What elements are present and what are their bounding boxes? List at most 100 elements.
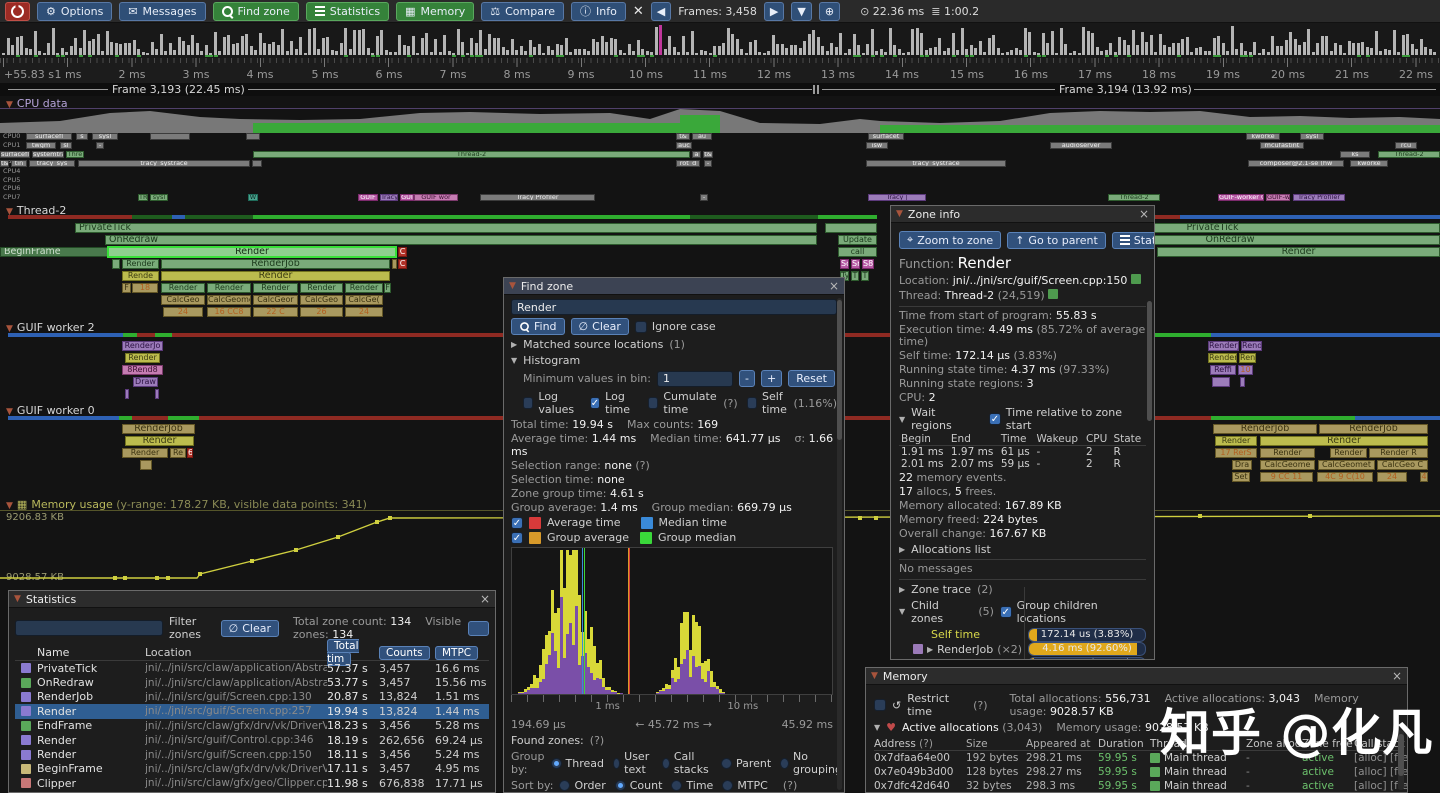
scrollbar-thumb[interactable]: [1147, 301, 1152, 421]
timeline-zone[interactable]: audioserver: [1050, 142, 1112, 149]
timeline-zone[interactable]: tin: [11, 160, 27, 167]
zone-time-histogram[interactable]: [511, 547, 833, 695]
timeline-zone[interactable]: 18: [132, 283, 158, 293]
timeline-zone[interactable]: a: [692, 151, 701, 158]
timeline-zone[interactable]: C: [398, 259, 407, 269]
timeline-zone[interactable]: Render: [1157, 247, 1440, 257]
timeline-zone[interactable]: CalcGeor: [253, 295, 298, 305]
timeline-zone[interactable]: 22 C: [253, 307, 298, 317]
timeline-zone[interactable]: Render: [108, 247, 396, 257]
timeline-zone[interactable]: 6: [187, 448, 193, 458]
sort-by-radio[interactable]: Count: [615, 779, 663, 792]
timeline-zone[interactable]: isw: [866, 142, 888, 149]
sort-by-radio[interactable]: Order: [559, 779, 605, 792]
timeline-zone[interactable]: rot_d: [676, 160, 700, 167]
timeline-zone[interactable]: Render: [1215, 436, 1257, 446]
timeline-zone[interactable]: sl: [60, 142, 72, 149]
col-location[interactable]: Location: [145, 646, 327, 659]
timeline-zone[interactable]: GUIF wor: [414, 194, 458, 201]
group-by-radio[interactable]: User text: [613, 750, 653, 776]
timeline-zone[interactable]: Render: [300, 283, 343, 293]
timeline-zone[interactable]: C: [398, 247, 407, 257]
filter-zones-input[interactable]: [15, 620, 163, 636]
timeline-zone[interactable]: GUIF: [358, 194, 378, 201]
timeline-zone[interactable]: [825, 223, 877, 233]
timeline-zone[interactable]: Draw: [133, 377, 158, 387]
zone-info-title-bar[interactable]: ▼ Zone info ×: [891, 206, 1154, 223]
timeline-zone[interactable]: RenderJob: [161, 259, 390, 269]
timeline-zone[interactable]: systemtra: [32, 151, 64, 158]
allocation-row[interactable]: 0x7e049b3d00 128 bytes 298.27 ms 59.95 s…: [874, 765, 1399, 779]
allocation-row[interactable]: 0x7dfc42d640 32 bytes 298.3 ms 59.95 s M…: [874, 779, 1399, 793]
timeline-zone[interactable]: Thre: [66, 151, 84, 158]
zone-trace-toggle[interactable]: ▶Zone trace(2): [899, 583, 1146, 596]
statistics-row[interactable]: PrivateTick jni/../jni/src/claw/applicat…: [15, 661, 489, 675]
timeline-zone[interactable]: Sc: [840, 259, 849, 269]
timeline-zone[interactable]: Tracy: [380, 194, 398, 201]
child-zone-row[interactable]: RecalcTransform 72.92 us (1.62%): [899, 657, 1146, 661]
restrict-time-checkbox[interactable]: [874, 699, 886, 711]
timeline-zone[interactable]: [140, 460, 152, 470]
go-to-parent-button[interactable]: ↑Go to parent: [1007, 232, 1106, 249]
clear-filter-button[interactable]: ∅Clear: [221, 620, 279, 637]
col-address[interactable]: Address (?): [874, 738, 966, 750]
timeline-zone[interactable]: 4C 9 C(10: [1317, 472, 1373, 482]
col-duration[interactable]: Duration: [1098, 738, 1150, 750]
timeline-zone[interactable]: 24: [1377, 472, 1407, 482]
extra-column-button[interactable]: [468, 621, 489, 636]
timeline-zone[interactable]: 10: [1238, 365, 1253, 375]
timeline-zone[interactable]: 4: [1420, 472, 1428, 482]
timeline-zone[interactable]: Render: [122, 448, 168, 458]
histogram-option-checkbox[interactable]: Cumulate time(?): [648, 390, 738, 416]
timeline-zone[interactable]: RenderJob: [122, 424, 195, 434]
timeline-zone[interactable]: T: [861, 271, 869, 281]
relative-time-checkbox[interactable]: Time relative to zone start: [989, 406, 1146, 432]
timeline-zone[interactable]: CalcGeomet: [1318, 460, 1375, 470]
group-by-radio[interactable]: Thread: [551, 750, 604, 776]
timeline-zone[interactable]: 24: [345, 307, 383, 317]
statistics-row[interactable]: Clipper jni/../jni/src/claw/gfx/geo/Clip…: [15, 776, 489, 790]
statistics-row[interactable]: RenderJob jni/../jni/src/guif/Screen.cpp…: [15, 690, 489, 704]
timeline-zone[interactable]: [150, 133, 190, 140]
timeline-zone[interactable]: Render: [1260, 448, 1315, 458]
col-name[interactable]: Name: [37, 646, 145, 659]
timeline-zone[interactable]: auc: [676, 142, 692, 149]
timeline-zone[interactable]: S8: [862, 259, 874, 269]
group-children-checkbox[interactable]: Group children locations: [1000, 599, 1146, 625]
timeline-zone[interactable]: 8Rend8: [122, 365, 163, 375]
timeline-zone[interactable]: Update: [838, 235, 877, 245]
histogram-option-checkbox[interactable]: Log values: [523, 390, 581, 416]
timeline-zone[interactable]: Thread-2: [253, 151, 690, 158]
timeline-zone[interactable]: call: [838, 247, 877, 257]
wait-region-row[interactable]: 2.01 ms2.07 ms59 µs -2R: [899, 458, 1146, 470]
timeline-zone[interactable]: t&: [676, 133, 690, 140]
timeline-zone[interactable]: CalcGe(: [345, 295, 383, 305]
timeline-zone[interactable]: PrivateTick: [75, 223, 817, 233]
timeline-zone[interactable]: CalcGeome: [1260, 460, 1315, 470]
timeline-zone[interactable]: F: [384, 283, 391, 293]
timeline-zone[interactable]: Tracy Profiler: [1293, 194, 1345, 201]
timeline-zone[interactable]: -: [96, 142, 104, 149]
timeline-zone[interactable]: CalcGeome: [207, 295, 251, 305]
timeline-zone[interactable]: T: [851, 271, 859, 281]
timeline-zone[interactable]: Render: [207, 283, 251, 293]
collapse-icon[interactable]: ▼: [509, 281, 516, 291]
timeline-zone[interactable]: surfacefl: [0, 151, 30, 158]
statistics-row[interactable]: Render jni/../jni/src/guif/Screen.cpp:25…: [15, 704, 489, 718]
timeline-zone[interactable]: Tracy Profiler: [480, 194, 595, 201]
child-zone-row[interactable]: Self time 172.14 us (3.83%): [899, 628, 1146, 643]
memory-title-bar[interactable]: ▼ Memory ×: [866, 668, 1407, 685]
timeline-zone[interactable]: Set: [1232, 472, 1250, 482]
statistics-row[interactable]: Render jni/../jni/src/guif/Screen.cpp:15…: [15, 747, 489, 761]
timeline-zone[interactable]: [1240, 377, 1245, 387]
collapse-icon[interactable]: ▼: [871, 671, 878, 681]
min-bin-input[interactable]: [657, 371, 733, 387]
close-icon[interactable]: ×: [829, 279, 839, 293]
col-size[interactable]: Size: [966, 738, 1026, 750]
timeline-zone[interactable]: Rend: [1241, 341, 1262, 351]
child-zone-row[interactable]: ▶ RenderJob (×2) 4.16 ms (92.60%): [899, 642, 1146, 657]
timeline-zone[interactable]: Render: [345, 283, 383, 293]
timeline-zone[interactable]: au: [692, 133, 712, 140]
statistics-title-bar[interactable]: ▼ Statistics ×: [9, 591, 495, 608]
timeline-zone[interactable]: CalcGeo C: [1377, 460, 1428, 470]
